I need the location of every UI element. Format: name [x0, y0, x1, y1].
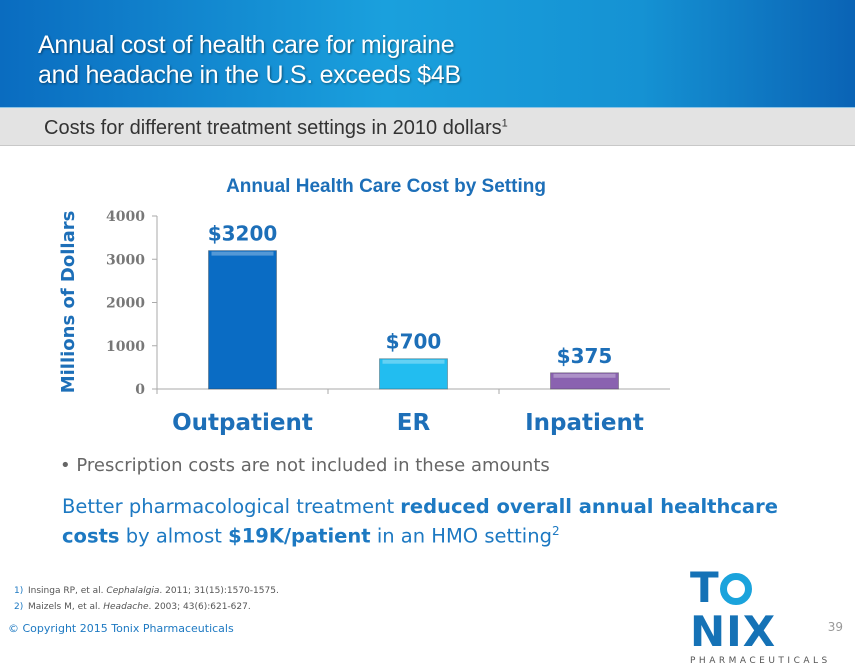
logo-letters: NIX: [690, 607, 777, 656]
bar-highlight: [211, 251, 274, 256]
copyright: © Copyright 2015 Tonix Pharmaceuticals: [8, 622, 234, 635]
reference-number: 2): [14, 602, 24, 612]
page-number: 39: [827, 620, 843, 634]
reference-journal: Cephalalgia: [106, 586, 160, 596]
statement-text: by almost: [119, 524, 229, 548]
statement-text: in an HMO setting: [370, 524, 552, 548]
statement-text: Better pharmacological treatment: [62, 495, 401, 518]
data-label: $3200: [208, 222, 278, 246]
reference-item: 2) Maizels M, et al. Headache. 2003; 43(6…: [14, 599, 279, 615]
y-tick-label: 4000: [106, 209, 145, 225]
tonix-logo: TNIX PHARMACEUTICALS: [690, 563, 830, 666]
bar-inpatient: [550, 372, 619, 390]
chart-title: Annual Health Care Cost by Setting: [226, 176, 546, 197]
reference-authors: Insinga RP, et al.: [28, 586, 107, 596]
statement-bold: $19K/patient: [228, 524, 371, 548]
footnote-marker: 1: [501, 117, 508, 130]
data-label: $375: [557, 344, 613, 368]
reference-journal: Headache: [103, 602, 149, 612]
bullet-note: • Prescription costs are not included in…: [60, 455, 550, 476]
y-tick-label: 1000: [106, 339, 145, 355]
slide-subtitle: Costs for different treatment settings i…: [44, 117, 508, 140]
statement-bold: reduced overall annual healthcare costs: [62, 495, 778, 548]
bar-highlight: [553, 373, 616, 378]
y-tick-label: 3000: [106, 252, 145, 268]
title-line-1: Annual cost of health care for migraine: [38, 31, 455, 59]
bar-chart: Annual Health Care Cost by Setting Milli…: [58, 176, 670, 436]
reference-details: . 2011; 31(15):1570-1575.: [159, 586, 279, 596]
reference-number: 1): [14, 586, 24, 596]
subtitle-band: Costs for different treatment settings i…: [0, 107, 855, 146]
footnote-marker: 2: [551, 524, 560, 538]
bar-outpatient: [208, 250, 277, 390]
reference-item: 1) Insinga RP, et al. Cephalalgia. 2011; …: [14, 583, 279, 599]
category-label: Inpatient: [525, 410, 644, 436]
category-label: Outpatient: [172, 410, 313, 436]
logo-subtitle: PHARMACEUTICALS: [690, 656, 831, 666]
logo-letter: T: [690, 563, 720, 612]
key-statement: Better pharmacological treatment reduced…: [62, 494, 782, 549]
slide-title: Annual cost of health care for migraine …: [38, 30, 461, 90]
category-label: ER: [397, 410, 431, 436]
y-tick-label: 2000: [106, 296, 145, 312]
y-tick-label: 0: [135, 382, 145, 398]
references: 1) Insinga RP, et al. Cephalalgia. 2011; …: [14, 583, 279, 615]
reference-details: . 2003; 43(6):621-627.: [148, 602, 251, 612]
title-banner: Annual cost of health care for migraine …: [0, 0, 855, 107]
power-icon: [719, 573, 752, 605]
data-label: $700: [386, 330, 442, 354]
reference-authors: Maizels M, et al.: [28, 602, 104, 612]
bullet-text: Prescription costs are not included in t…: [76, 455, 550, 476]
bar-er: [379, 358, 448, 390]
y-axis-label: Millions of Dollars: [58, 211, 79, 394]
title-line-2: and headache in the U.S. exceeds $4B: [38, 61, 461, 89]
bar-highlight: [382, 359, 445, 364]
subtitle-text: Costs for different treatment settings i…: [44, 117, 502, 139]
